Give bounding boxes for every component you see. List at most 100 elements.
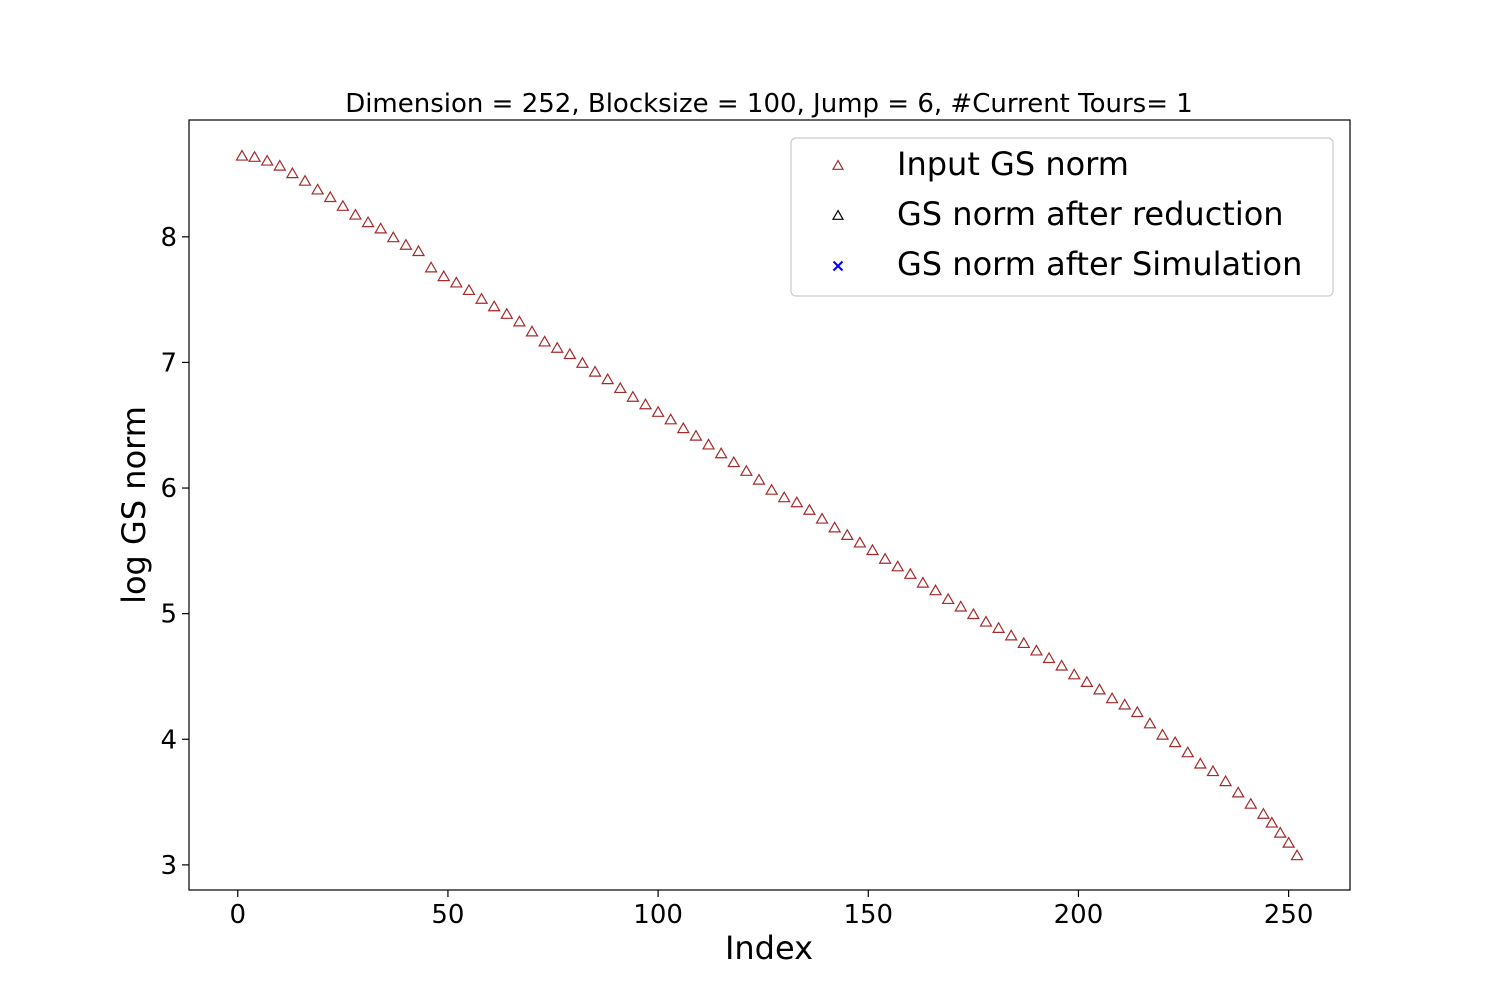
data-point: [1244, 797, 1258, 809]
data-point: [1290, 848, 1304, 861]
y-tick-label: 4: [160, 725, 177, 755]
data-point: [601, 372, 615, 385]
data-point: [475, 292, 489, 304]
x-tick-label: 150: [843, 900, 893, 930]
data-point: [323, 190, 337, 203]
data-point: [374, 222, 388, 234]
data-point: [424, 261, 438, 273]
data-point: [689, 429, 703, 441]
data-point: [651, 405, 665, 417]
data-point: [966, 607, 980, 620]
legend-marker-3: [832, 260, 844, 272]
data-point: [752, 473, 766, 485]
data-point: [1282, 836, 1296, 848]
data-point: [676, 421, 690, 434]
data-point: [916, 576, 930, 588]
data-point: [500, 307, 514, 319]
data-point: [1231, 786, 1245, 798]
data-point: [714, 447, 728, 459]
data-point: [1118, 698, 1132, 710]
y-tick-label: 3: [160, 851, 177, 881]
y-tick-label: 7: [160, 348, 177, 378]
data-point: [1143, 717, 1157, 729]
legend-markers: [831, 159, 845, 272]
y-axis-label: log GS norm: [115, 406, 153, 604]
legend-box: [790, 137, 1334, 297]
data-point: [1067, 668, 1081, 680]
data-point: [550, 341, 564, 353]
data-point: [626, 390, 640, 402]
data-point: [878, 552, 892, 564]
data-point: [853, 536, 867, 548]
data-point: [664, 413, 678, 425]
data-point: [891, 560, 905, 572]
data-point: [1181, 745, 1195, 758]
data-point: [563, 347, 577, 360]
data-point: [235, 149, 249, 161]
data-point: [512, 315, 526, 327]
legend-marker-1: [831, 159, 845, 170]
data-point: [588, 365, 602, 377]
data-point: [1004, 629, 1018, 641]
data-point: [777, 490, 791, 503]
data-point: [449, 276, 463, 288]
data-point: [765, 483, 779, 495]
data-point: [928, 583, 943, 596]
data-point: [1265, 816, 1279, 828]
legend-label-reduction: GS norm after reduction: [897, 195, 1284, 233]
data-point: [462, 283, 476, 296]
data-point: [399, 238, 413, 250]
x-tick-label: 0: [229, 900, 246, 930]
plot-frame: [188, 119, 1351, 891]
data-point: [941, 592, 955, 605]
data-point: [437, 269, 451, 282]
y-tick-label: 5: [160, 600, 177, 630]
data-point: [903, 567, 917, 579]
legend-label-input: Input GS norm: [897, 145, 1129, 183]
data-point: [1055, 659, 1069, 671]
y-axis-ticks: 3 4 5 6 7 8: [160, 223, 189, 881]
data-point: [348, 208, 362, 220]
data-point: [487, 300, 501, 312]
data-point: [1273, 826, 1287, 838]
x-axis-label: Index: [725, 929, 813, 967]
data-point: [1168, 735, 1182, 748]
data-point: [386, 230, 400, 243]
data-point: [840, 528, 854, 540]
data-point: [638, 398, 653, 410]
data-point: [1130, 705, 1144, 718]
data-point: [702, 438, 716, 450]
data-point: [361, 215, 375, 228]
data-point: [260, 154, 274, 166]
data-point: [285, 166, 299, 179]
x-tick-label: 200: [1054, 900, 1104, 930]
data-point: [538, 335, 552, 347]
y-tick-label: 6: [160, 474, 177, 504]
data-point: [1219, 774, 1233, 787]
data-point: [992, 621, 1006, 633]
data-point: [802, 503, 816, 515]
data-point: [525, 325, 539, 337]
chart-title: Dimension = 252, Blocksize = 100, Jump =…: [345, 89, 1193, 119]
data-point: [1256, 807, 1270, 819]
x-axis-ticks: 0 50 100 150 200 250: [229, 890, 1313, 930]
data-point: [273, 159, 287, 171]
y-tick-label: 8: [160, 223, 177, 253]
data-point: [1105, 691, 1119, 704]
data-point: [1080, 675, 1094, 687]
legend: Input GS norm GS norm after reduction GS…: [790, 137, 1334, 297]
data-point: [954, 600, 968, 612]
data-point: [815, 512, 829, 524]
data-points: [235, 149, 1304, 861]
data-point: [1155, 728, 1170, 740]
legend-marker-2: [831, 209, 845, 220]
data-point: [1029, 644, 1043, 656]
data-point: [311, 183, 325, 195]
data-point: [1042, 651, 1056, 664]
data-point: [1193, 757, 1207, 769]
data-point: [739, 464, 753, 476]
data-point: [1092, 683, 1107, 695]
data-point: [248, 150, 262, 162]
data-point: [411, 244, 426, 257]
